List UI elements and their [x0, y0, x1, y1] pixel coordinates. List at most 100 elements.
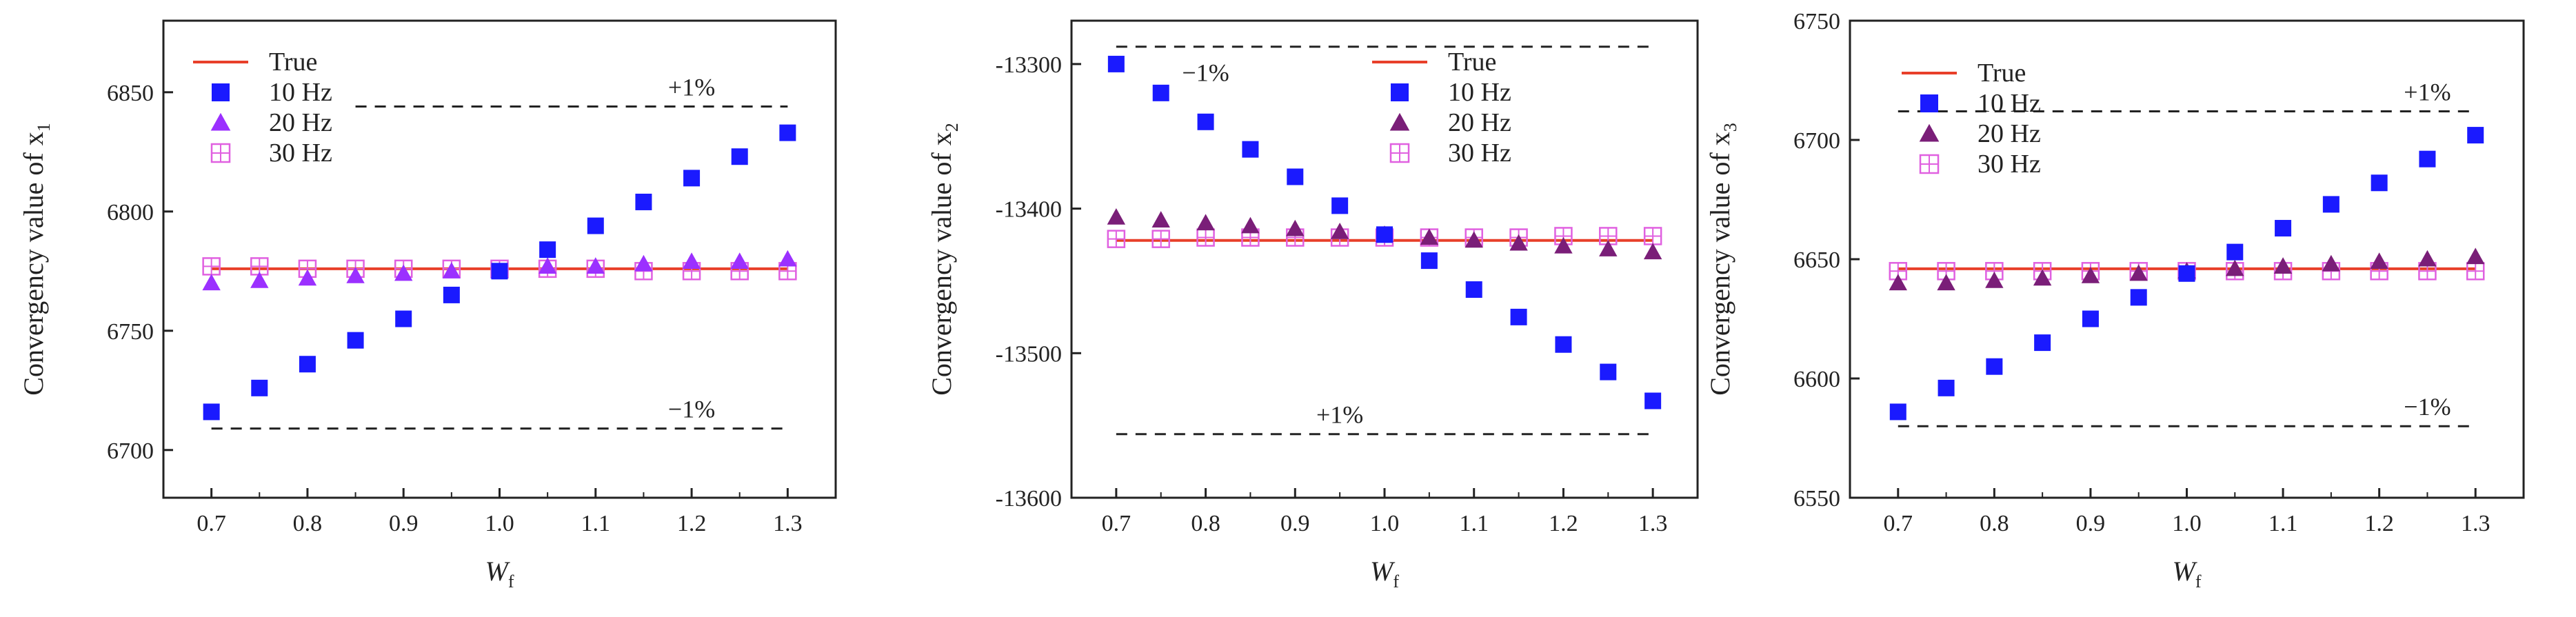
data-point [2322, 196, 2339, 213]
x-tick-label: 0.7 [1884, 511, 1913, 536]
data-point [1644, 392, 1662, 409]
data-point [683, 170, 701, 187]
data-point [1196, 228, 1215, 247]
data-point [2467, 127, 2484, 144]
data-point [1152, 84, 1169, 101]
legend-label: 20 Hz [269, 108, 332, 137]
x-tick-label: 1.3 [773, 511, 803, 536]
data-point [2226, 259, 2244, 276]
data-point [2466, 262, 2485, 281]
y-tick-label: 6850 [107, 81, 154, 106]
data-point [1465, 231, 1483, 248]
y-tick-label: 6600 [1793, 367, 1840, 392]
x-axis-label-main: W [485, 556, 511, 587]
data-point [779, 124, 796, 141]
y-tick-label: -13400 [996, 197, 1062, 223]
y-axis-label: Convergency value of x3 [1704, 123, 1740, 395]
data-point [635, 193, 652, 210]
data-point [1889, 403, 1906, 421]
tolerance-label: −1% [668, 396, 715, 423]
tolerance-label: −1% [2404, 393, 2451, 421]
y-axis-label-sub: 1 [34, 123, 54, 132]
legend-label: 10 Hz [269, 78, 332, 107]
x-tick-label: 1.0 [485, 511, 514, 536]
legend-label: True [1448, 48, 1496, 77]
x-tick-label: 0.7 [197, 511, 226, 536]
chart-panel-2: 0.7 0.8 0.9 1.0 1.1 1.2 1.3 -13300 -13400 -13500 -… [926, 19, 1699, 591]
legend-label: 30 Hz [1978, 150, 2041, 179]
x-axis-label-sub: f [2195, 572, 2202, 591]
data-point [1420, 228, 1439, 245]
data-point [1151, 230, 1170, 248]
y-axis-label: Convergency value of x2 [926, 123, 962, 395]
y-tick-label: -13500 [996, 341, 1062, 367]
data-point [250, 271, 269, 288]
data-point [2418, 250, 2437, 267]
x-tick-label: 1.2 [2364, 511, 2394, 536]
x-tick-label: 1.3 [1638, 511, 1668, 536]
data-point [1420, 252, 1438, 270]
data-point [347, 332, 364, 349]
x-tick-label: 1.3 [2461, 511, 2491, 536]
legend-label: 20 Hz [1448, 108, 1511, 137]
y-tick-label: 6550 [1793, 486, 1840, 512]
x-axis-label-sub: f [1393, 572, 1399, 591]
x-tick-label: 0.8 [1980, 511, 2009, 536]
data-point [442, 262, 461, 279]
y-tick-label: 6750 [107, 319, 154, 345]
legend-label: 10 Hz [1978, 89, 2041, 118]
chart-panel-1: 0.7 0.8 0.9 1.0 1.1 1.2 1.3 6700 6750 6800 6850 Wf C… [18, 19, 837, 591]
data-point [2370, 252, 2388, 270]
data-point [1151, 211, 1170, 227]
x-tick-label: 1.2 [1549, 511, 1578, 536]
legend-label: 20 Hz [1978, 119, 2041, 148]
series-10hz [1107, 55, 1662, 409]
data-point [1330, 222, 1349, 239]
data-point [2129, 264, 2148, 281]
data-point [2226, 243, 2244, 261]
y-axis-label-sub: 3 [1720, 123, 1740, 132]
data-point [634, 254, 653, 272]
data-point [1600, 363, 1617, 381]
data-point [1555, 336, 1572, 353]
x-tick-label: 0.9 [1280, 511, 1310, 536]
data-point [394, 264, 413, 281]
data-point [682, 252, 701, 270]
data-point [202, 257, 221, 276]
tolerance-label: +1% [668, 74, 715, 101]
data-point [1938, 379, 1955, 396]
data-point [778, 250, 797, 267]
data-point [2371, 174, 2388, 192]
data-point [2082, 310, 2099, 327]
x-axis-label: Wf [485, 556, 514, 591]
data-point [731, 148, 748, 165]
data-point [539, 241, 556, 259]
data-point [1241, 216, 1260, 234]
legend-label: True [1978, 59, 2026, 88]
data-point [1599, 240, 1618, 256]
data-point [346, 267, 365, 283]
legend-swatch [210, 143, 231, 163]
data-point [251, 379, 268, 396]
x-tick-label: 1.0 [1370, 511, 1400, 536]
data-point [1986, 358, 2003, 375]
x-tick-label: 1.1 [2268, 511, 2298, 536]
data-point [491, 263, 508, 280]
y-tick-label: 6800 [107, 200, 154, 225]
data-point [1643, 227, 1662, 245]
y-tick-label: -13600 [996, 486, 1062, 512]
x-tick-label: 0.9 [2076, 511, 2106, 536]
data-point [730, 252, 749, 270]
x-axis-label-sub: f [508, 572, 514, 591]
legend-label: True [269, 48, 317, 77]
legend-swatch [1919, 123, 1940, 142]
data-point [1286, 219, 1305, 236]
legend-swatch [1389, 143, 1410, 163]
data-point [2081, 267, 2100, 283]
data-point [1554, 236, 1573, 254]
data-point [586, 257, 605, 274]
data-point [2130, 289, 2147, 306]
data-point [1107, 230, 1126, 248]
